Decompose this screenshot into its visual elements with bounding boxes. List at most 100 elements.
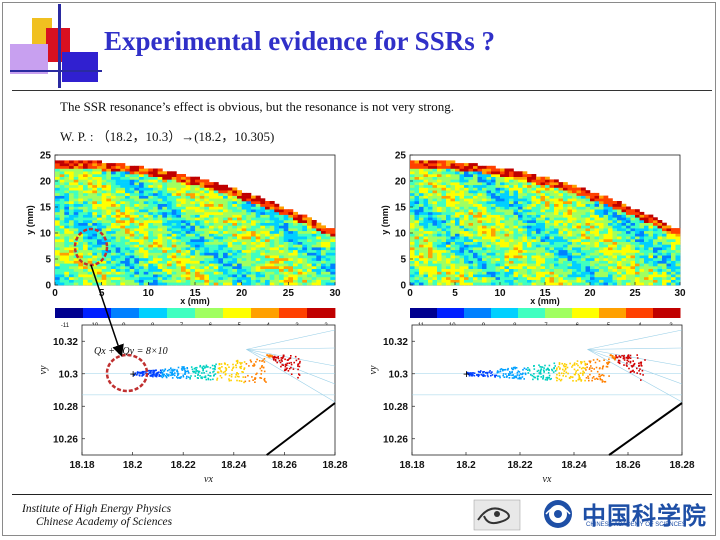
heatmap-x-tick-label: 10 [494, 288, 506, 299]
heatmap-x-tick-label: 30 [329, 288, 341, 299]
heatmap-cells-1 [410, 160, 681, 286]
institute-line-2: Chinese Academy of Sciences [36, 516, 173, 528]
colorbar-segment [524, 308, 532, 318]
colorbar-segment [69, 308, 77, 318]
colorbar-segment [599, 308, 607, 318]
colorbar-segment [209, 308, 217, 318]
tune-y-axis-label: νy [38, 365, 49, 374]
colorbar-segment [491, 308, 499, 318]
colorbar-segment [632, 308, 640, 318]
colorbar-segment [423, 308, 431, 318]
tune-x-tick-label: 18.22 [171, 460, 196, 471]
colorbar-segment [300, 308, 308, 318]
heatmap-y-tick-label: 10 [395, 229, 407, 240]
colorbar-segment [659, 308, 667, 318]
colorbar-segment [132, 308, 140, 318]
heatmap-x-tick-label: 20 [584, 288, 596, 299]
tune-x-axis-label: νx [543, 474, 552, 485]
colorbar-segment [160, 308, 168, 318]
colorbar-segment [416, 308, 424, 318]
colorbar-segment [626, 308, 634, 318]
colorbar-segment [551, 308, 559, 318]
colorbar-segment [230, 308, 238, 318]
text-line-2: W. P. : （18.2，10.3）→(18.2，10.305) [60, 129, 275, 144]
heatmap-y-tick-label: 15 [395, 203, 407, 214]
colorbar-segment [558, 308, 566, 318]
colorbar-segment [195, 308, 203, 318]
colorbar-segment [202, 308, 210, 318]
institute-line-1: Institute of High Energy Physics [22, 503, 172, 515]
connecting-arrow [90, 264, 124, 357]
resonance-line-black-3 [608, 402, 683, 456]
tune-x-tick-label: 18.18 [399, 460, 424, 471]
colorbar-segment [83, 308, 91, 318]
tune-x-tick-label: 18.22 [507, 460, 532, 471]
colorbar-segment [457, 308, 465, 318]
colorbar-segment [531, 308, 539, 318]
heatmap-x-tick-label: 15 [189, 288, 201, 299]
decor-blue-square [62, 52, 98, 82]
colorbar-segment [477, 308, 485, 318]
heatmap-x-tick-label: 25 [283, 288, 295, 299]
colorbar-segment [653, 308, 661, 318]
colorbar-segment [464, 308, 472, 318]
heatmap-y-axis-label: y (mm) [25, 205, 35, 235]
colorbar-segment [181, 308, 189, 318]
tune-x-tick-label: 18.18 [69, 460, 94, 471]
heatmap-y-tick-label: 10 [40, 229, 52, 240]
colorbar-segment [605, 308, 613, 318]
colorbar-segment [90, 308, 98, 318]
colorbar-segment [139, 308, 147, 318]
colorbar-segment [258, 308, 266, 318]
colorbar-segment [538, 308, 546, 318]
tune-plot-area-3 [411, 324, 683, 456]
colorbar-segment [118, 308, 126, 318]
colorbar-segment [55, 308, 63, 318]
tune-x-axis-label: νx [204, 474, 213, 485]
heatmap-y-tick-label: 25 [40, 151, 52, 162]
ihep-logo [473, 499, 521, 531]
tune-x-tick-label: 18.2 [123, 460, 143, 471]
highlight-circle-tune [105, 353, 149, 393]
heatmap-y-tick-label: 5 [45, 255, 51, 266]
heatmap-x-tick-label: 0 [407, 288, 413, 299]
colorbar-segment [328, 308, 336, 318]
heatmap-x-tick-label: 15 [539, 288, 551, 299]
colorbar-segment [286, 308, 294, 318]
colorbar-segment [307, 308, 315, 318]
heatmap-x-tick-label: 25 [629, 288, 641, 299]
colorbar-segment [272, 308, 280, 318]
colorbar-segment [410, 308, 418, 318]
colorbar-segment [153, 308, 161, 318]
colorbar-segment [293, 308, 301, 318]
colorbar-tick-label: -11 [61, 323, 70, 329]
tune-y-tick-label: 10.28 [383, 402, 408, 413]
colorbar-segment [321, 308, 329, 318]
heatmap-y-tick-label: 0 [400, 281, 406, 292]
colorbar-segment [673, 308, 681, 318]
decor-vertical-bar [58, 4, 61, 88]
heatmap-x-axis-label: x (mm) [530, 296, 560, 306]
colorbar-segment [314, 308, 322, 318]
tune-x-tick-label: 18.24 [221, 460, 246, 471]
heatmap-y-axis-label: y (mm) [380, 205, 390, 235]
cas-chinese-name: 中国科学院 [582, 502, 707, 530]
colorbar-segment [484, 308, 492, 318]
heatmap-x-axis-label: x (mm) [180, 296, 210, 306]
tune-y-tick-label: 10.26 [53, 434, 78, 445]
heatmap-y-tick-label: 5 [400, 255, 406, 266]
tune-x-tick-label: 18.26 [272, 460, 297, 471]
tune-y-tick-label: 10.26 [383, 434, 408, 445]
colorbar-segment [450, 308, 458, 318]
colorbar-segment [511, 308, 519, 318]
heatmap-x-tick-label: 0 [52, 288, 58, 299]
colorbar-segment [251, 308, 259, 318]
tune-x-tick-label: 18.26 [615, 460, 640, 471]
colorbar-segment [578, 308, 586, 318]
colorbar-segment [545, 308, 553, 318]
tune-x-tick-label: 18.2 [456, 460, 476, 471]
heatmap-y-tick-label: 20 [395, 177, 407, 188]
